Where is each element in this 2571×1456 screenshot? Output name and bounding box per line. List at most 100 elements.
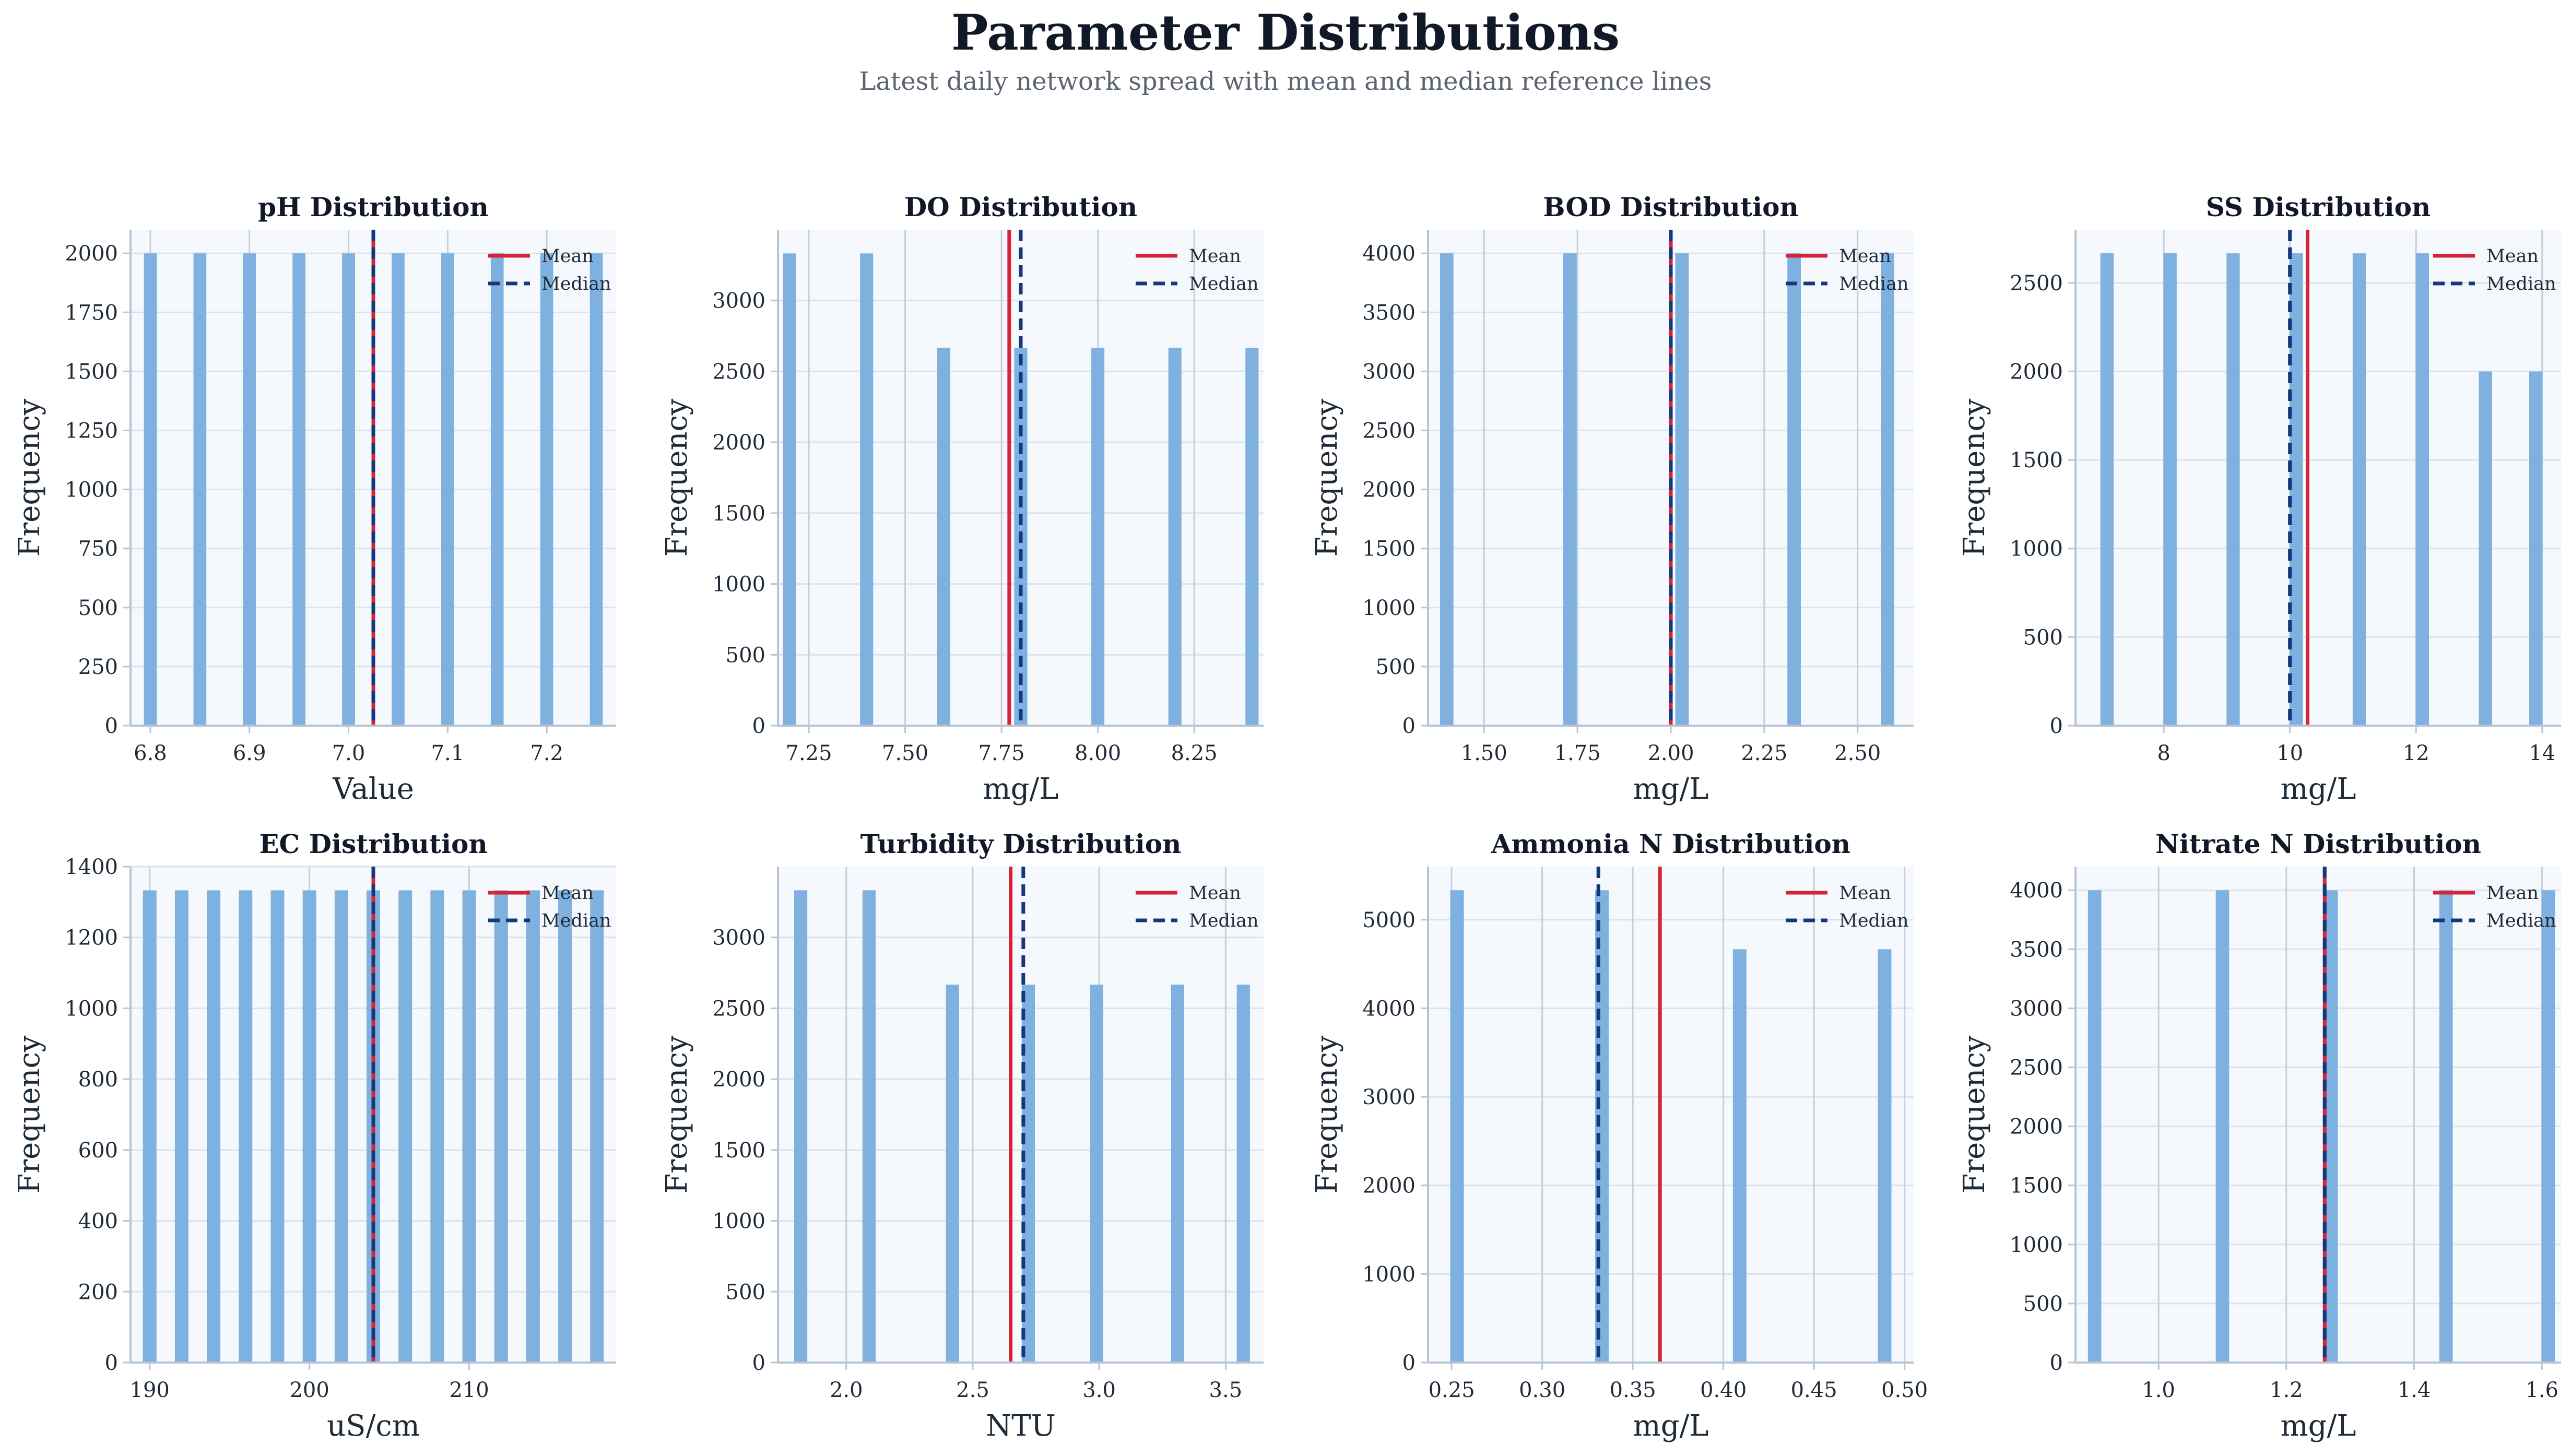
legend: Mean Median — [2433, 246, 2556, 294]
y-tick-label: 3000 — [2010, 997, 2063, 1021]
y-tick-label: 1500 — [1362, 537, 1416, 561]
histogram-panel: 0 500 1000 1500 2000 2500 8 10 12 14 SS Distributi… — [1957, 192, 2561, 806]
x-tick-label: 6.8 — [134, 741, 167, 765]
y-tick-label: 3500 — [2010, 938, 2063, 962]
x-axis-label: mg/L — [1633, 772, 1708, 806]
y-tick-label: 1400 — [65, 855, 118, 879]
y-tick-label: 1500 — [65, 360, 118, 384]
histogram-bar — [430, 890, 444, 1363]
legend-mean-label: Mean — [541, 246, 594, 267]
y-tick-label: 3000 — [1362, 360, 1416, 384]
histogram-bar — [1563, 253, 1577, 726]
x-tick-label: 6.9 — [233, 741, 266, 765]
histogram-bar — [794, 890, 808, 1363]
x-tick-label: 1.50 — [1461, 741, 1507, 765]
y-tick-label: 500 — [2023, 625, 2063, 649]
histogram-bar — [1450, 890, 1464, 1363]
histogram-bar — [590, 890, 604, 1363]
histogram-bar — [558, 890, 572, 1363]
histogram-bar — [398, 890, 412, 1363]
y-tick-label: 0 — [1402, 714, 1416, 738]
histogram-bar — [589, 253, 603, 726]
y-tick-label: 3500 — [1362, 301, 1416, 325]
x-axis-label: Value — [332, 772, 414, 806]
y-tick-label: 0 — [105, 714, 118, 738]
plot-area — [778, 867, 1264, 1363]
plot-area — [2075, 867, 2561, 1363]
histogram-bar — [860, 253, 874, 726]
x-tick-label: 200 — [289, 1378, 329, 1402]
y-tick-label: 200 — [78, 1280, 118, 1304]
figure-title: Parameter Distributions — [951, 4, 1620, 62]
histogram-bar — [144, 253, 157, 726]
legend: Mean Median — [1786, 246, 1909, 294]
y-tick-label: 500 — [1376, 655, 1416, 679]
x-axis-label: mg/L — [1633, 1409, 1708, 1443]
histogram-panel: 0 500 1000 1500 2000 2500 3000 2.0 2.5 3.0 3.5 Turb… — [660, 828, 1264, 1443]
histogram-bar — [243, 253, 256, 726]
y-axis-label: Frequency — [13, 1035, 46, 1193]
y-tick-label: 4000 — [1362, 242, 1416, 266]
legend-mean-label: Mean — [2486, 246, 2539, 267]
y-axis-label: Frequency — [1310, 1035, 1344, 1193]
y-tick-label: 500 — [726, 1280, 765, 1304]
histogram-bar — [2163, 253, 2177, 726]
histogram-bar — [2290, 253, 2303, 726]
y-tick-label: 800 — [78, 1068, 118, 1092]
x-tick-label: 1.4 — [2398, 1378, 2431, 1402]
histogram-bar — [1091, 348, 1105, 726]
x-axis-label: mg/L — [2280, 1409, 2356, 1443]
x-tick-label: 0.35 — [1610, 1378, 1656, 1402]
y-tick-label: 2000 — [65, 242, 118, 266]
histogram-bar — [441, 253, 454, 726]
y-tick-label: 1000 — [2010, 537, 2063, 561]
panel-title: SS Distribution — [2206, 192, 2431, 222]
x-tick-label: 1.0 — [2142, 1378, 2175, 1402]
legend-mean-label: Mean — [1189, 246, 1241, 267]
y-tick-label: 500 — [78, 596, 118, 620]
x-tick-label: 190 — [130, 1378, 170, 1402]
y-tick-label: 4000 — [2010, 879, 2063, 903]
y-tick-label: 5000 — [1362, 908, 1416, 932]
x-tick-label: 1.2 — [2270, 1378, 2303, 1402]
histogram-bar — [174, 890, 188, 1363]
x-tick-label: 0.40 — [1700, 1378, 1747, 1402]
panel-title: Ammonia N Distribution — [1491, 828, 1850, 859]
histogram-bar — [462, 890, 476, 1363]
x-tick-label: 8 — [2157, 741, 2170, 765]
y-tick-label: 2500 — [712, 997, 765, 1021]
x-tick-label: 1.75 — [1554, 741, 1601, 765]
histogram-bar — [540, 253, 553, 726]
x-tick-label: 2.5 — [956, 1378, 989, 1402]
histogram-bar — [2479, 371, 2492, 726]
y-tick-label: 0 — [752, 1351, 765, 1375]
histogram-bar — [193, 253, 207, 726]
y-tick-label: 250 — [78, 655, 118, 679]
histogram-bar — [342, 253, 355, 726]
y-tick-label: 1250 — [65, 419, 118, 443]
y-tick-label: 3000 — [1362, 1085, 1416, 1109]
panel-title: DO Distribution — [904, 192, 1137, 222]
x-tick-label: 7.75 — [978, 741, 1025, 765]
x-tick-label: 7.25 — [786, 741, 832, 765]
panel-title: pH Distribution — [258, 192, 489, 222]
histogram-bar — [490, 253, 504, 726]
y-tick-label: 1000 — [65, 997, 118, 1021]
y-tick-label: 1000 — [1362, 1262, 1416, 1286]
y-tick-label: 2500 — [1362, 419, 1416, 443]
y-tick-label: 500 — [2023, 1292, 2063, 1316]
histogram-bar — [1168, 348, 1182, 726]
legend-mean-label: Mean — [1839, 246, 1891, 267]
histogram-bar — [2439, 890, 2453, 1363]
histogram-panel: 0 1000 2000 3000 4000 5000 0.25 0.30 0.35 0.40 0.4… — [1310, 828, 1928, 1443]
histogram-bar — [2541, 890, 2555, 1363]
histogram-bar — [239, 890, 253, 1363]
histogram-panel: 0 500 1000 1500 2000 2500 3000 7.25 7.50 7.75 8.00… — [660, 192, 1264, 806]
y-axis-label: Frequency — [660, 398, 694, 557]
legend-mean-label: Mean — [1189, 883, 1241, 904]
y-tick-label: 2000 — [1362, 478, 1416, 502]
histogram-panel: 0 200 400 600 800 1000 1200 1400 190 200 210 EC Dis… — [13, 828, 616, 1443]
histogram-bar — [1171, 985, 1184, 1363]
y-tick-label: 4000 — [1362, 997, 1416, 1021]
